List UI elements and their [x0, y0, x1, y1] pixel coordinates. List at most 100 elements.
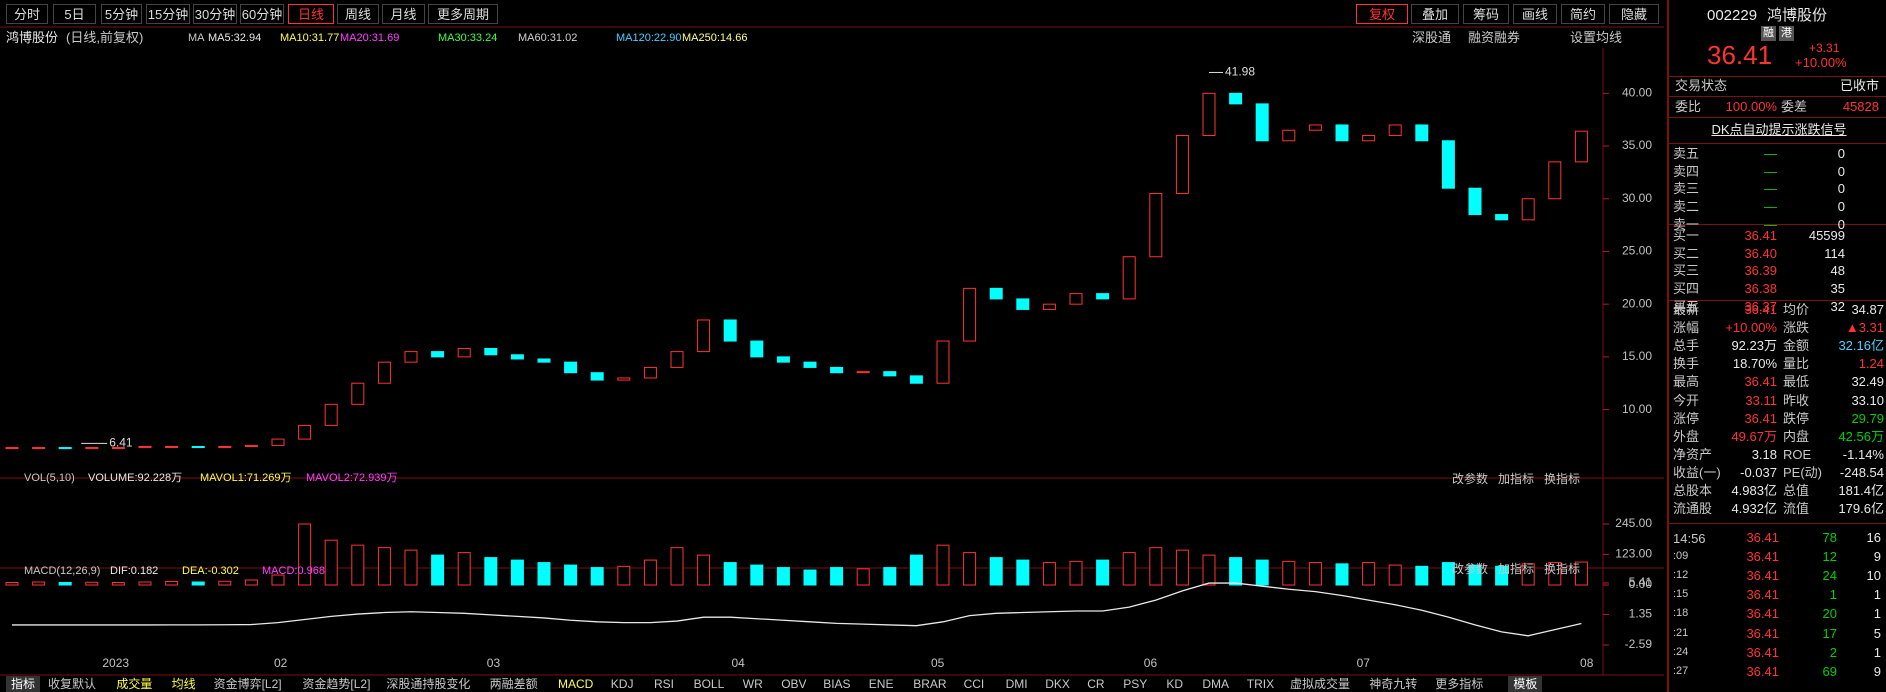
indicator-tab[interactable]: 资金博弈[L2]	[213, 677, 282, 691]
candle	[191, 445, 205, 449]
divider	[1669, 224, 1886, 225]
indicator-tab[interactable]: MACD	[558, 677, 594, 691]
indicator-tab[interactable]: DMA	[1202, 677, 1230, 691]
x-tick-label: 2023	[102, 656, 129, 670]
volume-bar	[5, 582, 19, 586]
divider	[1669, 300, 1886, 301]
volume-bar	[111, 582, 125, 586]
charts: 10.00 15.00 20.00 25.00 30.00 35.00 40.00 41.98…	[0, 26, 1664, 676]
indicator-tab[interactable]: BRAR	[913, 677, 947, 691]
y-tick-label: 30.00	[1622, 191, 1652, 205]
candle	[484, 347, 498, 356]
panel-link[interactable]: 改参数	[1452, 472, 1489, 486]
link[interactable]: 设置均线	[1570, 30, 1623, 45]
stat-label: 昨收	[1783, 392, 1810, 408]
indicator-tab[interactable]: KD	[1166, 677, 1184, 691]
period-button[interactable]: 月线	[382, 4, 425, 24]
indicator-tab[interactable]: CR	[1087, 677, 1105, 691]
tick-count: 10	[1866, 568, 1881, 584]
tool-button[interactable]: 简约	[1561, 4, 1605, 24]
tool-button[interactable]: 复权	[1356, 4, 1408, 24]
volume-bar	[617, 565, 631, 586]
stat-label: 涨停	[1673, 410, 1700, 426]
x-tick-label: 06	[1144, 656, 1158, 670]
divider	[1669, 76, 1886, 77]
indicator-tab[interactable]: PSY	[1123, 677, 1148, 691]
value: 已收市	[1839, 78, 1879, 93]
tool-button[interactable]: 画线	[1513, 4, 1557, 24]
y-tick-label: 15.00	[1622, 349, 1652, 363]
indicator-tab[interactable]: 虚拟成交量	[1290, 677, 1351, 691]
candle	[830, 366, 844, 374]
stat-label: PE(动)	[1783, 464, 1823, 480]
x-tick-label: 02	[274, 656, 288, 670]
order-price: —	[1764, 163, 1777, 179]
period-button[interactable]: 分时	[6, 4, 48, 24]
candle	[963, 287, 977, 342]
link[interactable]: 融资融券	[1468, 30, 1521, 45]
tool-button[interactable]: 叠加	[1411, 4, 1459, 24]
indicator-tab[interactable]: WR	[742, 677, 763, 691]
signal-link[interactable]: DK点自动提示涨跌信号	[1711, 122, 1847, 137]
panel-link[interactable]: 加指标	[1498, 472, 1535, 486]
panel-title: MACD(12,26,9)	[24, 565, 101, 577]
panel-link[interactable]: 换指标	[1544, 562, 1581, 576]
volume-bar	[191, 581, 205, 586]
order-label: 买五	[1673, 298, 1700, 314]
period-button[interactable]: 日线	[288, 4, 334, 24]
panel-link[interactable]: 换指标	[1544, 472, 1581, 486]
indicator-tab[interactable]: 成交量	[116, 677, 153, 691]
indicator-tab[interactable]: DKX	[1045, 677, 1070, 691]
tool-button[interactable]: 筹码	[1463, 4, 1509, 24]
tick-time: :18	[1673, 607, 1689, 620]
indicator-tab[interactable]: CCI	[963, 677, 985, 691]
indicator-tab[interactable]: 资金趋势[L2]	[302, 677, 371, 691]
candle	[670, 351, 684, 368]
indicator-tab[interactable]: 均线	[171, 677, 196, 691]
indicator-tab[interactable]: 深股通持股变化	[386, 677, 471, 691]
panel-link[interactable]: 改参数	[1452, 562, 1489, 576]
period-button[interactable]: 周线	[337, 4, 379, 24]
stat-label: 最低	[1783, 374, 1810, 390]
indicator-tab[interactable]: BOLL	[693, 677, 725, 691]
period-button[interactable]: 15分钟	[146, 4, 190, 24]
period-button[interactable]: 5日	[53, 4, 96, 24]
indicator-tab[interactable]: TRIX	[1246, 677, 1275, 691]
indicator-tab[interactable]: DMI	[1005, 677, 1028, 691]
tick-volume: 69	[1822, 663, 1837, 679]
period-button[interactable]: 60分钟	[240, 4, 284, 24]
candle	[351, 382, 365, 405]
indicator-tab[interactable]: KDJ	[610, 677, 634, 691]
indicator-tab[interactable]: 两融差额	[489, 677, 538, 691]
candle	[298, 424, 312, 440]
stat-value: 29.79	[1851, 410, 1884, 426]
stat-label: 内盘	[1783, 428, 1810, 444]
indicator-tab[interactable]: 模板	[1508, 676, 1543, 692]
indicator-tab[interactable]: 神奇九转	[1369, 677, 1418, 691]
panel-link[interactable]: 加指标	[1498, 562, 1535, 576]
period-button[interactable]: 30分钟	[193, 4, 237, 24]
candle	[1468, 187, 1482, 216]
tool-button[interactable]: 隐藏	[1609, 4, 1659, 24]
volume-bar	[1388, 564, 1402, 586]
indicator-tab[interactable]: OBV	[781, 677, 807, 691]
volume-bar	[963, 552, 977, 586]
stat-label: 外盘	[1673, 428, 1700, 444]
period-button[interactable]: 更多周期	[428, 4, 498, 24]
indicator-tab[interactable]: BIAS	[823, 677, 851, 691]
indicator-tab[interactable]: RSI	[654, 677, 675, 691]
candle	[803, 361, 817, 368]
indicator-tab[interactable]: ENE	[868, 677, 894, 691]
candle	[1548, 161, 1562, 200]
ma-value: MA10:31.77	[280, 32, 340, 44]
volume-bar	[377, 547, 391, 586]
ma-value: MA5:32.94	[208, 32, 262, 44]
link[interactable]: 深股通	[1412, 30, 1452, 45]
indicator-tab[interactable]: 更多指标	[1435, 677, 1484, 691]
volume-bar	[32, 581, 46, 586]
indicator-tab[interactable]: 收复默认	[48, 677, 97, 691]
period-button[interactable]: 5分钟	[101, 4, 142, 24]
indicator-tab[interactable]: 指标	[6, 676, 41, 692]
candle	[431, 351, 445, 358]
stat-label: 换手	[1673, 356, 1700, 372]
